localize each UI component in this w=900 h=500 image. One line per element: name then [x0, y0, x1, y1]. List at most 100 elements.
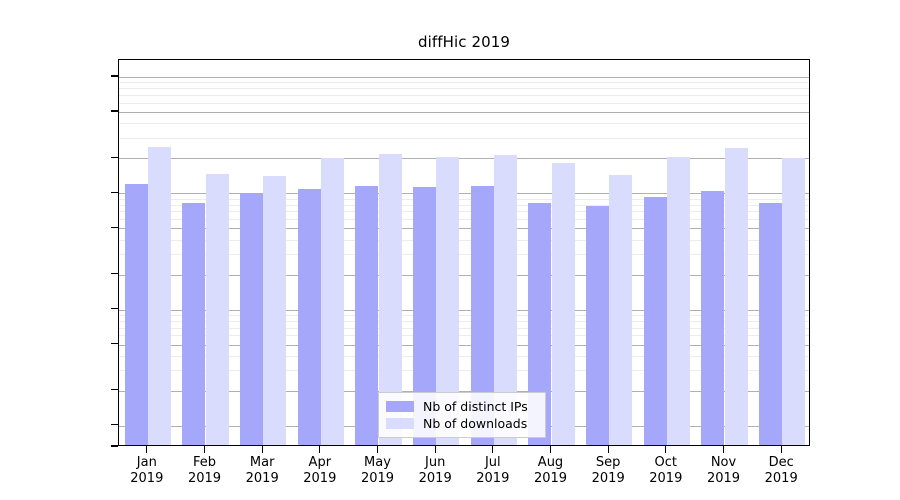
plot-area — [118, 59, 810, 446]
x-tick-mark — [492, 446, 494, 453]
bar-downloads-oct — [666, 156, 690, 445]
bar-distinct-ips-dec — [759, 202, 783, 445]
x-tick-label-aug: Aug 2019 — [516, 455, 586, 487]
y-tick-mark — [111, 191, 118, 193]
chart-title: diffHic 2019 — [417, 33, 511, 51]
x-tick-mark — [203, 446, 206, 453]
bar-distinct-ips-jan — [124, 184, 148, 445]
gridline-minor — [119, 355, 809, 357]
x-tick-month: Jan — [136, 455, 157, 470]
bar-downloads-nov — [724, 147, 748, 445]
x-tick-year: 2019 — [649, 471, 683, 486]
gridline-minor — [119, 102, 809, 104]
x-tick-label-may: May 2019 — [343, 455, 413, 487]
gridline-major — [119, 228, 809, 230]
y-tick-mark — [111, 226, 118, 228]
y-tick-mark — [111, 75, 118, 77]
bar-distinct-ips-mar — [240, 193, 264, 445]
gridline-minor — [119, 211, 809, 213]
x-tick-month: Oct — [654, 455, 678, 470]
gridline-major — [119, 344, 809, 346]
x-tick-year: 2019 — [706, 471, 741, 486]
bars-layer — [119, 60, 809, 445]
gridline-minor — [119, 88, 809, 90]
bar-distinct-ips-nov — [701, 191, 725, 445]
bar-downloads-jul — [493, 154, 517, 445]
gridline-minor — [119, 239, 809, 241]
bar-distinct-ips-oct — [643, 196, 667, 445]
gridline-minor — [119, 204, 809, 206]
bar-downloads-feb — [205, 174, 229, 445]
gridline-minor — [119, 320, 809, 322]
gridline-major — [119, 158, 809, 160]
bar-downloads-mar — [263, 176, 287, 445]
bar-downloads-jun — [436, 156, 460, 445]
y-tick-mark — [111, 389, 118, 391]
x-tick-year: 2019 — [418, 471, 452, 486]
gridline-minor — [119, 198, 809, 200]
gridline-minor — [119, 123, 809, 125]
x-tick-mark — [434, 446, 436, 453]
gridline-minor — [119, 370, 809, 372]
gridline-minor — [119, 137, 809, 139]
x-tick-label-jul: Jul 2019 — [458, 455, 528, 487]
y-tick-mark — [111, 272, 118, 275]
x-tick-year: 2019 — [360, 471, 395, 486]
bar-downloads-apr — [320, 157, 344, 445]
x-tick-label-sep: Sep 2019 — [573, 455, 643, 487]
x-tick-year: 2019 — [591, 471, 625, 486]
x-tick-mark — [722, 446, 725, 453]
chart-legend: Nb of distinct IPs Nb of downloads — [378, 392, 546, 438]
x-tick-mark — [665, 446, 667, 453]
gridline-major — [119, 309, 809, 311]
x-tick-mark — [549, 446, 552, 453]
y-tick-mark — [111, 156, 118, 158]
bar-distinct-ips-jul — [470, 186, 494, 445]
gridline-major — [119, 193, 809, 195]
bar-downloads-aug — [551, 163, 575, 445]
x-tick-month: Jun — [425, 455, 446, 470]
x-tick-month: Dec — [768, 455, 794, 470]
x-tick-label-jan: Jan 2019 — [112, 455, 182, 487]
x-tick-year: 2019 — [476, 471, 510, 486]
bar-distinct-ips-sep — [586, 205, 610, 445]
y-tick-mark — [111, 307, 118, 310]
x-tick-year: 2019 — [764, 471, 798, 486]
x-tick-mark — [146, 446, 148, 453]
legend-item-downloads: Nb of downloads — [386, 415, 538, 432]
x-tick-month: Aug — [537, 455, 564, 470]
bar-downloads-sep — [609, 175, 633, 445]
x-tick-label-oct: Oct 2019 — [631, 455, 701, 487]
x-tick-year: 2019 — [130, 471, 164, 486]
gridline-minor — [119, 219, 809, 220]
bar-downloads-may — [378, 153, 402, 445]
bar-downloads-jan — [147, 147, 171, 445]
gridline-minor — [119, 95, 809, 96]
x-tick-mark — [261, 446, 263, 453]
x-tick-month: Feb — [192, 455, 217, 470]
x-tick-mark — [319, 446, 321, 453]
gridline-minor — [119, 335, 809, 337]
legend-swatch-icon-downloads — [386, 418, 414, 429]
x-tick-month: Mar — [249, 455, 275, 470]
gridline-major — [119, 390, 809, 392]
x-tick-year: 2019 — [245, 471, 279, 486]
x-tick-label-dec: Dec 2019 — [746, 455, 816, 487]
x-tick-month: May — [364, 455, 391, 470]
bar-distinct-ips-jun — [413, 187, 437, 445]
gridline-minor — [119, 254, 809, 255]
legend-item-distinct-ips: Nb of distinct IPs — [386, 398, 538, 415]
gridline-major — [119, 274, 809, 276]
bar-downloads-dec — [782, 158, 806, 445]
x-tick-label-mar: Mar 2019 — [227, 455, 297, 487]
bar-distinct-ips-feb — [182, 202, 206, 445]
legend-swatch-icon-distinct-ips — [386, 401, 414, 412]
x-tick-month: Sep — [595, 455, 621, 470]
x-tick-year: 2019 — [303, 471, 337, 486]
x-tick-month: Apr — [308, 455, 332, 470]
x-tick-label-apr: Apr 2019 — [285, 455, 355, 487]
x-tick-mark — [607, 446, 609, 453]
y-tick-mark — [111, 110, 118, 112]
legend-label-distinct-ips: Nb of distinct IPs — [423, 398, 528, 414]
gridline-minor — [119, 82, 809, 84]
